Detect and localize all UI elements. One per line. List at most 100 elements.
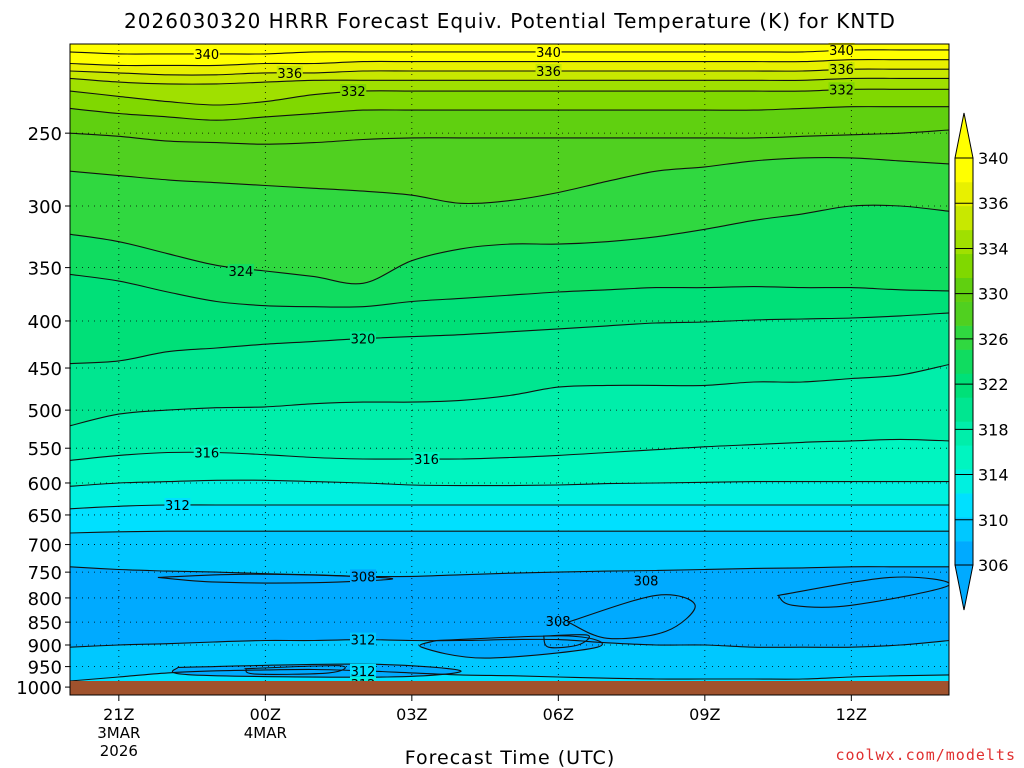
chart-title: 2026030320 HRRR Forecast Equiv. Potentia…: [124, 9, 896, 33]
contour-line-314-13: [70, 479, 949, 487]
colorbar-label: 314: [978, 466, 1009, 485]
colorbar-swatch: [955, 421, 973, 446]
ground-strip: [70, 681, 949, 695]
contour-line-310-15: [70, 530, 949, 534]
y-tick-label: 750: [28, 563, 62, 584]
contour-label-bg: [828, 42, 855, 56]
y-tick-label: 700: [28, 536, 62, 557]
blob-fill-6: [172, 664, 462, 678]
contour-label-bg: [227, 264, 254, 278]
contour-line-308-16: [70, 566, 949, 578]
x-axis-title: Forecast Time (UTC): [405, 747, 615, 768]
contour-line-322-9: [70, 273, 949, 308]
blob-fill-2: [778, 577, 949, 608]
contour-label: 316: [194, 447, 219, 462]
contour-label-bg: [535, 44, 562, 58]
contour-label: 336: [277, 67, 302, 82]
contour-line-312-14: [70, 504, 949, 510]
colorbar-swatch: [955, 493, 973, 518]
contour-label: 324: [229, 265, 254, 280]
plot-area: [70, 44, 949, 695]
blob-fill-1: [568, 594, 696, 639]
contour-label: 332: [829, 83, 854, 98]
contour-label: 312: [165, 499, 190, 514]
colorbar-swatch: [955, 205, 973, 231]
contour-label: 340: [536, 46, 561, 61]
contour-line-332-4: [70, 88, 949, 106]
blob-line-0: [157, 573, 393, 584]
contour-label: 340: [829, 44, 854, 59]
x-tick-date: 4MAR: [244, 724, 287, 742]
y-axis: 2503003504004505005506006507007508008509…: [16, 124, 70, 699]
blob-fill-0: [157, 574, 393, 583]
contour-line-312-18: [70, 668, 949, 682]
colorbar-swatch: [955, 517, 973, 542]
colorbar-swatch: [955, 325, 973, 350]
contour-label-bg: [350, 569, 376, 583]
site-credit: coolwx.com/modelts: [835, 746, 1016, 764]
contour-label: 312: [351, 634, 376, 649]
colorbar: 340 336 334 330 326 322 318 314 310 306: [954, 112, 1009, 611]
contour-label-bg: [828, 82, 855, 96]
contour-line-320-10: [70, 312, 949, 365]
x-tick-label: 21Z: [103, 705, 134, 724]
y-tick-label: 450: [28, 359, 62, 380]
colorbar-swatch: [955, 541, 973, 566]
colorbar-swatch: [955, 158, 973, 183]
contour-label-bg: [350, 663, 376, 677]
colorbar-label: 322: [978, 375, 1009, 394]
blob-line-1: [566, 594, 696, 640]
y-tick-label: 550: [28, 439, 62, 460]
contour-label-bg: [350, 632, 376, 646]
contour-line-324-8: [70, 204, 949, 285]
y-tick-label: 1000: [16, 678, 62, 699]
colorbar-label: 336: [978, 194, 1009, 213]
contour-line-338-1: [70, 59, 949, 67]
contour-line-328-6: [70, 129, 949, 145]
colorbar-swatch: [955, 445, 973, 470]
contour-line-336-2: [70, 68, 949, 76]
colorbar-label: 334: [978, 239, 1009, 258]
colorbar-label: 326: [978, 330, 1009, 349]
blob-line-2: [776, 576, 949, 608]
contour-label-bg: [413, 451, 440, 465]
y-tick-label: 650: [28, 506, 62, 527]
x-tick-label: 12Z: [836, 705, 867, 724]
colorbar-swatch: [955, 253, 973, 279]
colorbar-swatch: [955, 397, 973, 422]
contour-label: 332: [341, 85, 366, 100]
y-tick-label: 950: [28, 658, 62, 679]
y-tick-label: 350: [28, 259, 62, 280]
blob-line-4: [419, 635, 603, 659]
y-tick-label: 850: [28, 613, 62, 634]
contour-label-bg: [276, 65, 303, 79]
contour-label: 340: [194, 48, 219, 63]
contour-line-318-11: [70, 363, 949, 427]
colorbar-label: 340: [978, 149, 1009, 168]
x-tick-year: 2026: [100, 742, 138, 760]
blob-line-6: [172, 663, 462, 678]
colorbar-label: 306: [978, 556, 1009, 575]
contour-label: 320: [351, 333, 376, 348]
y-tick-label: 900: [28, 636, 62, 657]
x-tick-label: 00Z: [250, 705, 281, 724]
colorbar-label: 310: [978, 511, 1009, 530]
colorbar-swatch: [955, 469, 973, 494]
y-tick-label: 600: [28, 474, 62, 495]
y-tick-label: 300: [28, 197, 62, 218]
colorbar-label: 318: [978, 420, 1009, 439]
contour-fills: [70, 44, 949, 695]
contour-line-334-3: [70, 77, 949, 85]
x-tick-date: 3MAR: [97, 724, 140, 742]
colorbar-swatch: [955, 181, 973, 207]
contour-label-bg: [340, 84, 367, 98]
y-tick-label: 250: [28, 124, 62, 145]
contour-label: 316: [414, 453, 439, 468]
colorbar-label: 330: [978, 285, 1009, 304]
contour-label-bg: [164, 497, 191, 511]
colorbar-swatch: [955, 373, 973, 398]
contour-line-330-5: [70, 106, 949, 121]
pressure-gridlines: [70, 44, 949, 695]
